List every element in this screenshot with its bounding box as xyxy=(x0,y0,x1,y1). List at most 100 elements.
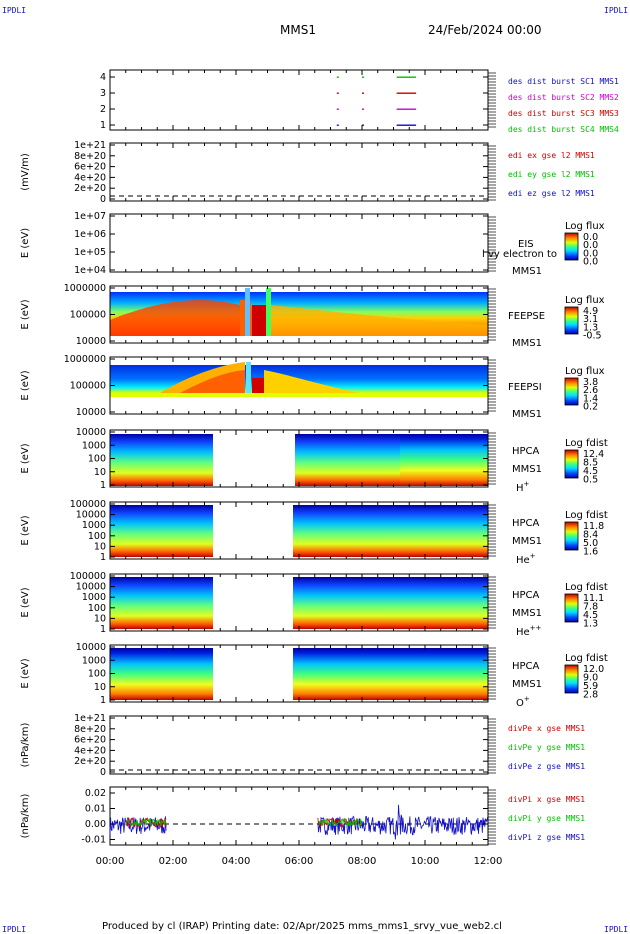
colorbar-tick-label: 8.5 xyxy=(583,457,598,468)
burst-mark xyxy=(362,76,364,78)
divpi-trace xyxy=(125,816,167,829)
panel-hpca-hepp xyxy=(109,573,489,632)
species-charge: + xyxy=(530,552,536,560)
y-axis-label: (nPa/km) xyxy=(20,723,31,768)
panel-frame xyxy=(109,69,489,131)
instrument-label: FEEPSI xyxy=(508,382,542,393)
panel-hpca-o xyxy=(109,644,489,703)
y-tick-label: 100000 xyxy=(70,571,106,582)
y-axis-label: E (eV) xyxy=(20,658,31,688)
corner-label-tl: IPDLI xyxy=(2,6,26,15)
y-tick-label: 4e+20 xyxy=(74,745,106,756)
x-tick-label: 00:00 xyxy=(96,856,125,867)
panel-eis xyxy=(109,213,489,273)
y-axis-label: (mV/m) xyxy=(20,153,31,191)
y-tick-label: 0 xyxy=(100,194,106,205)
footer-text: Produced by cl (IRAP) Printing date: 02/… xyxy=(102,921,502,932)
x-tick-label: 02:00 xyxy=(159,856,188,867)
colorbar xyxy=(564,449,579,479)
y-tick-label: 0.01 xyxy=(85,804,106,815)
legend-entry: edi ez gse l2 MMS1 xyxy=(508,189,595,198)
panel-edi xyxy=(109,142,489,202)
burst-marks xyxy=(336,76,417,126)
y-tick-label: 4 xyxy=(100,72,106,83)
colorbar-tick-label: 4.9 xyxy=(583,306,598,317)
hot-core xyxy=(252,305,266,336)
colorbar-tick-label: 0.0 xyxy=(583,257,598,268)
y-tick-label: 10000 xyxy=(76,427,106,438)
spectrogram-block xyxy=(110,434,213,486)
y-tick-label: 100000 xyxy=(70,310,106,321)
panel-frame xyxy=(109,715,489,775)
legend-entry: edi ey gse l2 MMS1 xyxy=(508,170,595,179)
burst-mark xyxy=(406,124,417,126)
colorbar xyxy=(564,232,579,261)
x-tick-label: 08:00 xyxy=(348,856,377,867)
burst-mark xyxy=(396,108,407,110)
burst-mark xyxy=(336,108,339,110)
instrument-label: FEEPSE xyxy=(508,311,545,322)
burst-mark xyxy=(336,92,339,94)
instrument-sublabel: MMS1 xyxy=(512,536,542,547)
y-tick-label: 6e+20 xyxy=(74,162,106,173)
y-tick-label: 10000 xyxy=(76,582,106,593)
gap-stripe xyxy=(245,288,250,336)
colorbar-tick-label: 12.4 xyxy=(583,449,604,460)
burst-mark xyxy=(336,76,339,78)
low-energy-band xyxy=(110,393,488,397)
y-axis-label: E (eV) xyxy=(20,370,31,400)
colorbar-tick-label: 0.0 xyxy=(583,240,598,251)
colorbar xyxy=(564,593,579,623)
species-name: O xyxy=(516,698,524,709)
colorbar-title: Log flux xyxy=(565,221,605,232)
y-tick-label: 10 xyxy=(94,613,106,624)
legend-entry: edi ex gse l2 MMS1 xyxy=(508,151,595,160)
burst-mark xyxy=(406,76,417,78)
colorbar-tick-label: 12.0 xyxy=(583,664,604,675)
corner-label-br: IPDLI xyxy=(604,925,628,934)
colorbar-title: Log fdist xyxy=(565,438,608,449)
legend-entry: divPe z gse MMS1 xyxy=(508,762,585,771)
y-tick-label: 10000 xyxy=(76,407,106,418)
y-tick-label: 10000 xyxy=(76,336,106,347)
y-tick-label: 1e+05 xyxy=(74,247,106,258)
colorbar-title: Log fdist xyxy=(565,582,608,593)
colorbar-tick-label: 5.9 xyxy=(583,681,598,692)
y-tick-label: 1e+21 xyxy=(74,713,106,724)
divpi-trace xyxy=(317,817,363,828)
y-tick-label: 1000 xyxy=(82,655,106,666)
colorbar-tick-label: 1.3 xyxy=(583,322,598,333)
colorbar-tick-label: 0.2 xyxy=(583,402,598,413)
colorbar-tick-label: 2.6 xyxy=(583,385,598,396)
y-tick-label: 10000 xyxy=(76,510,106,521)
colorbar-tick-label: 11.1 xyxy=(583,593,604,604)
colorbar-title: Log flux xyxy=(565,366,605,377)
y-tick-label: 6e+20 xyxy=(74,735,106,746)
x-tick-label: 12:00 xyxy=(474,856,503,867)
y-tick-label: 100 xyxy=(88,669,106,680)
instrument-sublabel: MMS1 xyxy=(512,409,542,420)
y-tick-label: 1e+21 xyxy=(74,140,106,151)
y-axis-label: E (eV) xyxy=(20,587,31,617)
panel-divpe xyxy=(109,715,489,775)
colorbar-title: Log flux xyxy=(565,295,605,306)
legend-entry: divPi y gse MMS1 xyxy=(508,814,585,823)
x-tick-label: 04:00 xyxy=(222,856,251,867)
y-tick-label: 1 xyxy=(100,552,106,563)
y-tick-label: 1 xyxy=(100,480,106,491)
y-tick-label: 2e+20 xyxy=(74,183,106,194)
colorbar xyxy=(564,377,579,406)
header-spacecraft: MMS1 xyxy=(280,23,316,37)
y-tick-label: 10 xyxy=(94,682,106,693)
colorbar-tick-label: 5.0 xyxy=(583,538,598,549)
y-tick-label: 10000 xyxy=(76,642,106,653)
hot-region xyxy=(110,300,240,336)
legend-entry: des dist burst SC4 MMS4 xyxy=(508,125,619,134)
burst-mark xyxy=(396,76,407,78)
y-tick-label: 3 xyxy=(100,88,106,99)
colorbar-tick-label: 4.5 xyxy=(583,466,598,477)
colorbar-tick-label: 11.8 xyxy=(583,521,604,532)
instrument-label: HPCA xyxy=(512,590,540,601)
colorbar xyxy=(564,664,579,694)
